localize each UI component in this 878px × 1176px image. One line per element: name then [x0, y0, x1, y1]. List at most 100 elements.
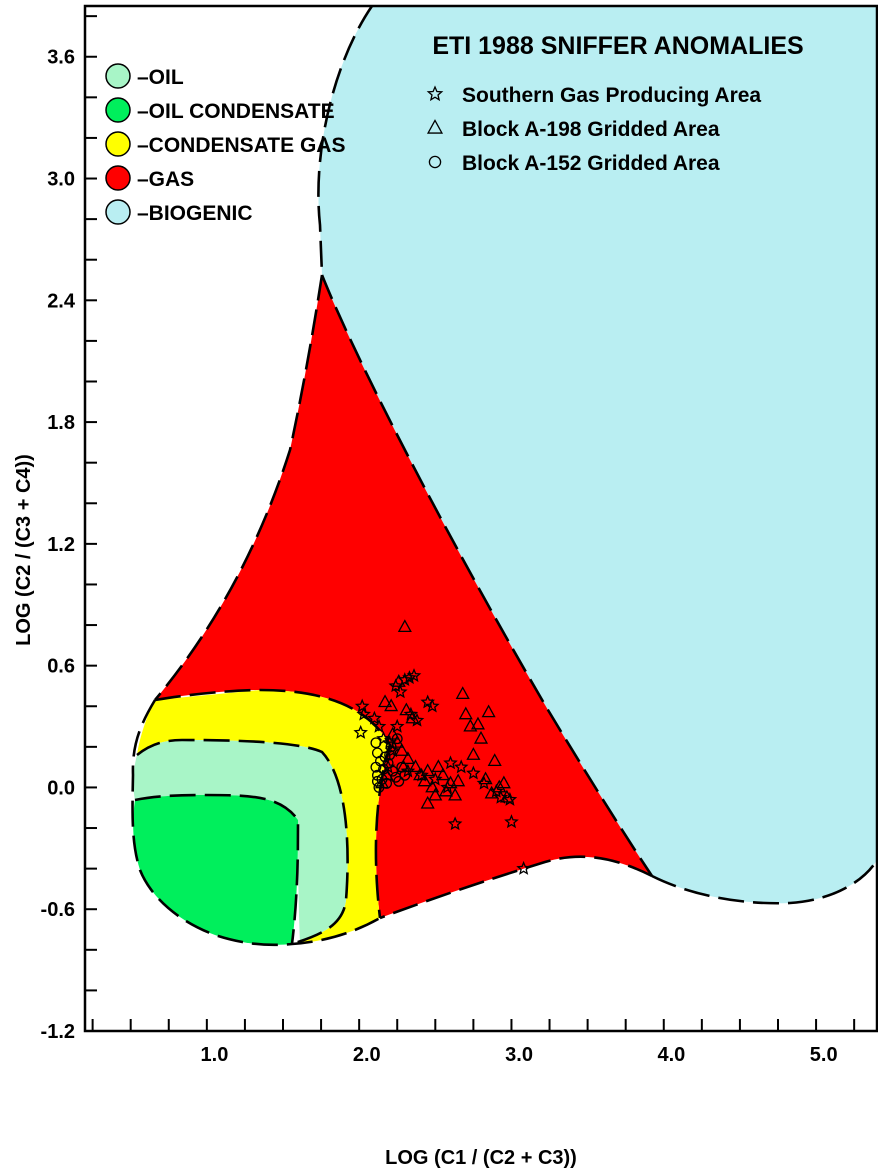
series-legend-label: Southern Gas Producing Area — [462, 84, 761, 107]
zone-oil — [133, 740, 348, 944]
y-tick-label: 0.0 — [47, 777, 75, 799]
star-marker — [392, 684, 408, 699]
star-marker — [447, 816, 463, 831]
star-marker — [428, 771, 443, 786]
legend-label-biogenic: –BIOGENIC — [137, 202, 253, 225]
series-legend-label: Block A-152 Gridded Area — [462, 152, 720, 175]
triangle-marker — [399, 702, 414, 716]
zone-legend: –OIL –OIL CONDENSATE –CONDENSATE GAS –GAS –B… — [105, 63, 345, 225]
star-marker — [516, 860, 532, 875]
triangle-marker — [484, 785, 499, 799]
triangle-marker — [384, 698, 399, 712]
zone-condensate-gas — [137, 690, 390, 944]
series-legend: Southern Gas Producing Area Block A-198 G… — [426, 84, 761, 175]
triangle-marker — [466, 747, 481, 760]
triangle-marker — [492, 779, 507, 793]
axes: -1.2 -0.6 0.0 0.6 1.2 1.8 2.4 3.0 3.6 1.0 2.0 3.0 4.… — [41, 15, 856, 1066]
circle-marker — [428, 155, 442, 169]
triangle-marker — [391, 674, 406, 687]
y-tick-label: 2.4 — [47, 290, 76, 312]
chart-title: ETI 1988 SNIFFER ANOMALIES — [432, 32, 803, 60]
y-tick-label: 1.2 — [47, 534, 75, 556]
star-marker — [367, 710, 382, 725]
triangle-marker — [487, 753, 502, 767]
star-marker — [354, 698, 370, 713]
star-marker — [453, 759, 469, 774]
triangle-marker — [420, 763, 435, 777]
legend-swatch-oil_condensate — [105, 97, 131, 123]
triangle-marker — [470, 716, 485, 730]
x-tick-label: 4.0 — [657, 1044, 685, 1066]
zone-layer — [131, 6, 877, 947]
triangle-marker — [455, 686, 470, 700]
legend-label-oil_condensate: –OIL CONDENSATE — [137, 100, 335, 123]
circle-marker — [391, 733, 403, 745]
triangle-marker — [425, 779, 440, 793]
star-marker — [466, 765, 481, 780]
triangle-marker — [451, 773, 466, 787]
zone-gas — [155, 275, 652, 918]
series-legend-label: Block A-198 Gridded Area — [462, 118, 720, 141]
gas-boundary-upper — [320, 274, 654, 877]
star-marker — [385, 743, 401, 758]
legend-swatch-condensate_gas — [105, 131, 131, 157]
legend-swatch-biogenic — [105, 199, 131, 225]
biogenic-boundary — [317, 6, 374, 276]
triangle-marker — [417, 773, 432, 787]
star-marker — [426, 85, 444, 102]
triangle-marker — [499, 789, 514, 803]
triangle-marker — [397, 619, 412, 633]
legend-label-condensate_gas: –CONDENSATE GAS — [137, 134, 345, 157]
marker-layer — [353, 619, 532, 875]
circle-marker — [385, 741, 397, 753]
plot-frame — [83, 4, 878, 1033]
x-tick-label: 1.0 — [201, 1044, 229, 1066]
triangle-marker — [408, 759, 423, 773]
y-axis-title: LOG (C2 / (C3 + C4)) — [13, 454, 35, 646]
star-marker — [356, 706, 372, 721]
circle-marker — [371, 775, 383, 787]
star-marker — [382, 735, 397, 749]
triangle-marker — [428, 787, 443, 801]
circle-marker — [387, 765, 399, 777]
y-tick-label: -0.6 — [41, 899, 75, 921]
triangle-marker — [394, 743, 409, 756]
x-tick-label: 3.0 — [505, 1044, 533, 1066]
zone-oil-condensate — [133, 795, 298, 945]
star-marker — [424, 698, 440, 713]
y-tick-label: -1.2 — [41, 1021, 75, 1043]
x-tick-label: 5.0 — [810, 1044, 838, 1066]
circle-marker — [393, 775, 405, 787]
triangle-marker — [400, 751, 415, 764]
triangle-marker — [435, 767, 450, 781]
star-marker — [504, 814, 519, 829]
star-marker — [388, 678, 404, 693]
circle-marker — [399, 769, 411, 781]
star-marker — [389, 718, 405, 733]
x-axis-title: LOG (C1 / (C2 + C3)) — [385, 1147, 577, 1169]
legend-label-oil: –OIL — [137, 66, 184, 89]
biogenic-boundary-right — [651, 859, 877, 905]
zone-biogenic — [318, 6, 877, 904]
triangle-marker — [426, 119, 444, 134]
gas-boundary-left — [154, 274, 324, 701]
legend-swatch-oil — [105, 63, 131, 89]
triangle-marker — [448, 787, 463, 801]
star-marker — [402, 670, 417, 685]
circle-marker — [382, 757, 394, 769]
y-tick-label: 0.6 — [47, 656, 75, 678]
triangle-marker — [431, 759, 446, 773]
star-marker — [406, 668, 422, 683]
circle-marker — [370, 737, 382, 749]
y-tick-label: 3.0 — [47, 169, 75, 191]
triangle-marker — [496, 775, 511, 789]
star-marker — [443, 755, 458, 770]
circle-marker — [370, 761, 382, 773]
outer-bottom-boundary — [131, 699, 381, 947]
y-tick-label: 1.8 — [47, 412, 75, 434]
y-tick-label: 3.6 — [47, 47, 75, 69]
star-marker — [371, 718, 387, 733]
triangle-marker — [438, 783, 454, 797]
triangle-marker — [458, 706, 473, 720]
